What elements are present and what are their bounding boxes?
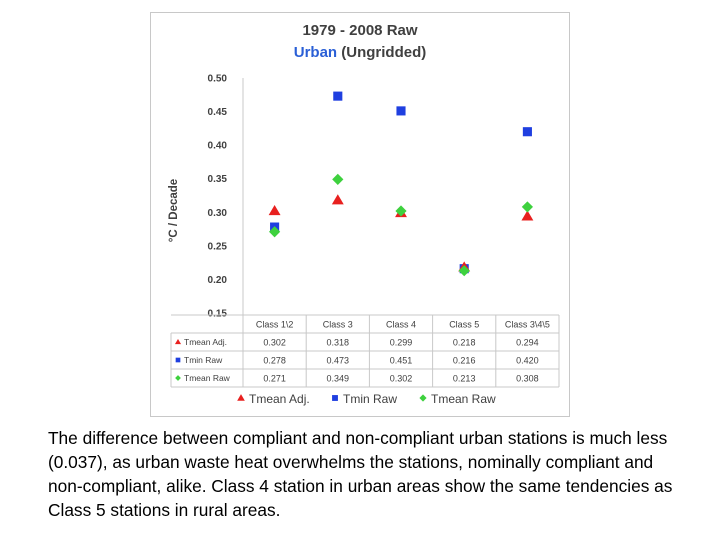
table-value: 0.308 bbox=[516, 374, 539, 384]
table-value: 0.349 bbox=[327, 374, 350, 384]
chart-canvas: 0.50 0.45 0.40 0.35 0.30 0.25 0.20 0.15 °C / Dec… bbox=[168, 74, 560, 406]
table-legend-marker bbox=[175, 375, 181, 381]
data-point-triangle bbox=[331, 194, 344, 205]
data-point-diamond bbox=[395, 205, 407, 217]
table-value: 0.420 bbox=[516, 356, 539, 366]
table-value: 0.218 bbox=[453, 338, 476, 348]
legend-label: Tmin Raw bbox=[343, 392, 397, 406]
table-value: 0.213 bbox=[453, 374, 476, 384]
data-point-triangle bbox=[268, 204, 281, 216]
table-series-label: Tmean Adj. bbox=[184, 337, 227, 347]
y-tick-label: 0.15 bbox=[208, 309, 228, 320]
table-value: 0.299 bbox=[390, 338, 413, 348]
y-tick-label: 0.35 bbox=[208, 174, 228, 185]
table-legend-marker bbox=[175, 357, 181, 363]
legend-marker bbox=[237, 394, 245, 401]
table-series-label: Tmean Raw bbox=[184, 373, 231, 383]
table-value: 0.278 bbox=[263, 356, 286, 366]
table-value: 0.302 bbox=[390, 374, 413, 384]
chart-subtitle-rest: (Ungridded) bbox=[337, 44, 427, 61]
table-value: 0.473 bbox=[327, 356, 350, 366]
chart-subtitle-highlight: Urban bbox=[293, 44, 338, 61]
table-value: 0.451 bbox=[390, 356, 413, 366]
table-value: 0.216 bbox=[453, 356, 476, 366]
legend-marker bbox=[332, 395, 338, 401]
data-point-square bbox=[396, 106, 406, 116]
legend-marker bbox=[419, 394, 427, 402]
x-category-label: Class 1\2 bbox=[256, 320, 294, 330]
legend-label: Tmean Raw bbox=[431, 392, 496, 406]
y-tick-label: 0.30 bbox=[208, 208, 228, 219]
data-point-square bbox=[522, 127, 532, 137]
data-point-diamond bbox=[332, 173, 344, 185]
table-series-label: Tmin Raw bbox=[184, 355, 223, 365]
x-category-label: Class 4 bbox=[386, 320, 416, 330]
data-point-triangle bbox=[521, 210, 534, 221]
chart-subtitle: Urban (Ungridded) bbox=[151, 44, 569, 61]
slide-caption: The difference between compliant and non… bbox=[48, 428, 673, 520]
chart-title: 1979 - 2008 Raw bbox=[302, 22, 418, 39]
table-value: 0.271 bbox=[263, 374, 286, 384]
y-tick-label: 0.25 bbox=[208, 241, 228, 252]
data-point-diamond bbox=[458, 265, 470, 277]
table-value: 0.294 bbox=[516, 338, 539, 348]
y-tick-label: 0.45 bbox=[208, 107, 228, 118]
table-legend-marker bbox=[174, 338, 182, 345]
legend-label: Tmean Adj. bbox=[249, 392, 310, 406]
data-point-square bbox=[333, 91, 343, 101]
x-category-label: Class 3\4\5 bbox=[505, 320, 550, 330]
x-category-label: Class 3 bbox=[323, 320, 353, 330]
data-point-diamond bbox=[521, 201, 533, 213]
y-tick-label: 0.50 bbox=[208, 74, 228, 85]
y-axis-title: °C / Decade bbox=[168, 179, 180, 242]
x-category-label: Class 5 bbox=[449, 320, 479, 330]
y-tick-label: 0.40 bbox=[208, 141, 228, 152]
y-tick-label: 0.20 bbox=[208, 275, 228, 286]
chart-panel: 1979 - 2008 Raw Urban (Ungridded) 0.50 0.… bbox=[150, 12, 570, 417]
table-value: 0.302 bbox=[263, 338, 286, 348]
table-value: 0.318 bbox=[327, 338, 350, 348]
